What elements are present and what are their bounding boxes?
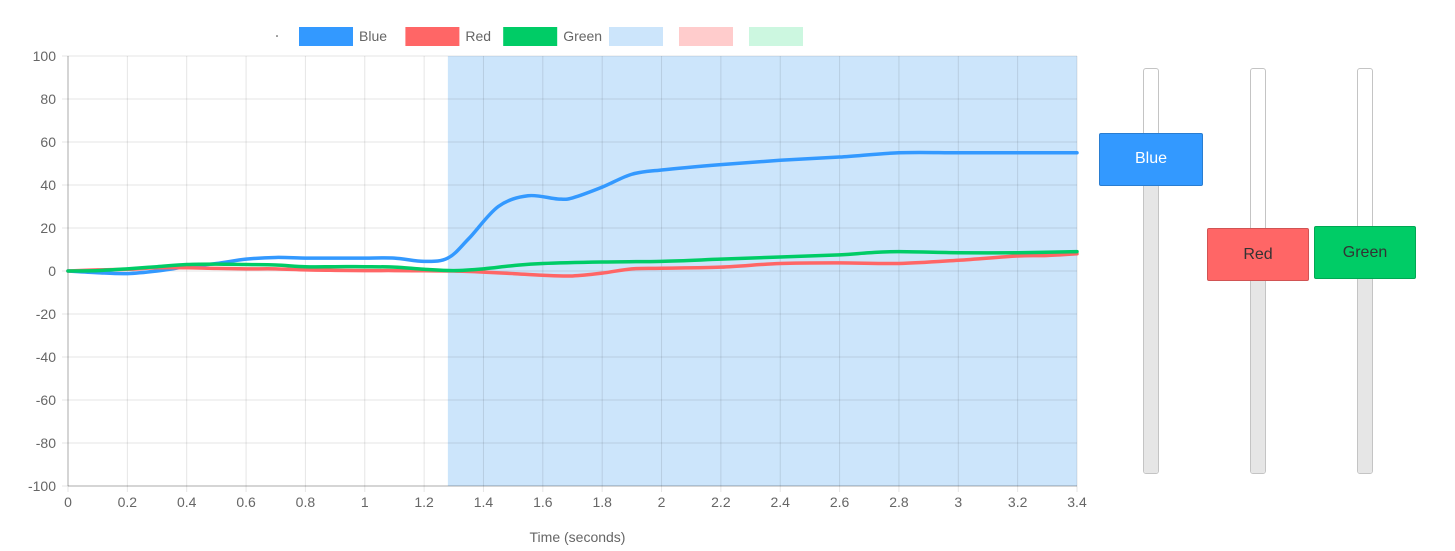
legend-swatch-green [503,27,558,46]
x-tick-label: 3.4 [1067,494,1087,510]
legend-label-red: Red [465,28,491,44]
x-tick-label: 2.6 [830,494,850,510]
y-tick-label: 100 [33,48,57,64]
series-line-green [66,249,1079,273]
legend-swatch-red [405,27,460,46]
x-tick-label: 0.4 [177,494,197,510]
y-tick-label: -20 [36,306,56,322]
x-tick-label: 2.2 [711,494,731,510]
chart-axes: 0 0.2 0.4 0.6 0.8 1 1.2 1.4 1.6 1.8 2 2.2 2.4 2.6 2.8 3… [28,48,1087,510]
x-axis-title: Time (seconds) [530,529,626,545]
slider-handle-green[interactable]: Green [1314,226,1416,280]
legend-swatch-blue [299,27,353,46]
y-tick-label: -60 [36,392,56,408]
slider-handle-blue[interactable]: Blue [1099,132,1203,186]
y-tick-label: 80 [40,91,56,107]
legend-swatch-blank [749,27,803,46]
legend-swatch-blank [609,27,663,46]
slider-track-blue[interactable] [1143,68,1159,474]
legend-label-blue: Blue [359,28,387,44]
slider-fill-green [1358,252,1372,473]
x-tick-label: 1.2 [414,494,434,510]
x-tick-label: 0 [64,494,72,510]
series-line-red [66,252,1079,278]
y-tick-label: 60 [40,134,56,150]
x-tick-label: 1.4 [474,494,494,510]
x-tick-label: 2.4 [771,494,791,510]
x-tick-label: 0.8 [296,494,316,510]
y-tick-label: 40 [40,177,56,193]
x-tick-label: 0.2 [118,494,138,510]
x-tick-label: 1.8 [592,494,612,510]
slider-fill-red [1251,254,1265,473]
slider-handle-red[interactable]: Red [1207,228,1309,282]
x-tick-label: 0.6 [236,494,256,510]
chart-legend: Blue Red Green [276,27,803,46]
legend-swatch-blank [679,27,733,46]
x-tick-label: 1.6 [533,494,553,510]
x-tick-label: 3 [954,494,962,510]
x-tick-label: 2.8 [889,494,909,510]
y-tick-label: 20 [40,220,56,236]
slider-fill-blue [1144,159,1158,473]
x-tick-label: 2 [658,494,666,510]
x-tick-label: 1 [361,494,369,510]
legend-label-green: Green [563,28,602,44]
shaded-region [447,56,1077,486]
y-tick-label: -40 [36,349,56,365]
y-tick-label: -80 [36,435,56,451]
legend-dot [276,35,278,37]
x-tick-label: 3.2 [1008,494,1028,510]
y-tick-label: 0 [48,263,56,279]
y-tick-label: -100 [28,478,56,494]
chart-series [66,150,1079,278]
